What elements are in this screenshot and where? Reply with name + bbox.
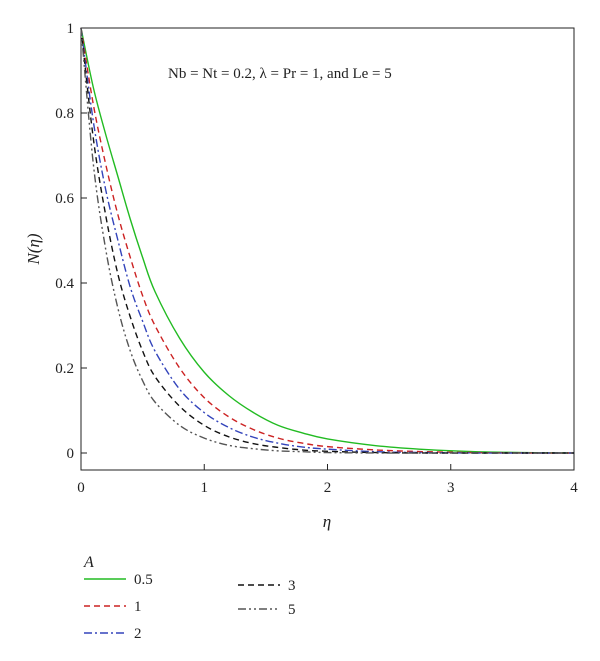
series-line-1 <box>80 27 575 454</box>
y-tick-label-0-4: 0.4 <box>55 276 74 292</box>
series-lines <box>80 27 575 454</box>
legend-label-1: 1 <box>134 599 142 615</box>
y-tick-label-1: 1 <box>67 21 75 37</box>
x-tick-label-2: 2 <box>324 480 332 496</box>
y-tick-label-0-6: 0.6 <box>55 191 74 207</box>
series-line-5 <box>80 27 574 454</box>
x-tick-label-0: 0 <box>77 480 85 496</box>
series-line-3 <box>80 27 574 454</box>
legend-label-0-5: 0.5 <box>134 572 153 588</box>
y-tick-label-0: 0 <box>67 446 75 462</box>
x-tick-label-3: 3 <box>447 480 455 496</box>
legend-label-2: 2 <box>134 626 142 642</box>
x-tick-label-1: 1 <box>201 480 209 496</box>
legend-label-3: 3 <box>288 578 296 594</box>
series-line-0-5 <box>80 27 575 454</box>
legend: A 0.5 1 2 3 5 <box>83 554 296 642</box>
x-axis-label: η <box>323 512 331 531</box>
y-tick-label-0-2: 0.2 <box>55 361 74 377</box>
legend-label-5: 5 <box>288 602 296 618</box>
x-tick-label-4: 4 <box>570 480 578 496</box>
y-tick-label-0-8: 0.8 <box>55 106 74 122</box>
axis-ticks: 0 1 2 3 4 0 0.2 0.4 0.6 0.8 1 <box>55 21 578 496</box>
chart-annotation: Nb = Nt = 0.2, λ = Pr = 1, and Le = 5 <box>168 66 392 82</box>
legend-title: A <box>83 554 94 571</box>
y-axis-label: N(η) <box>24 233 43 265</box>
